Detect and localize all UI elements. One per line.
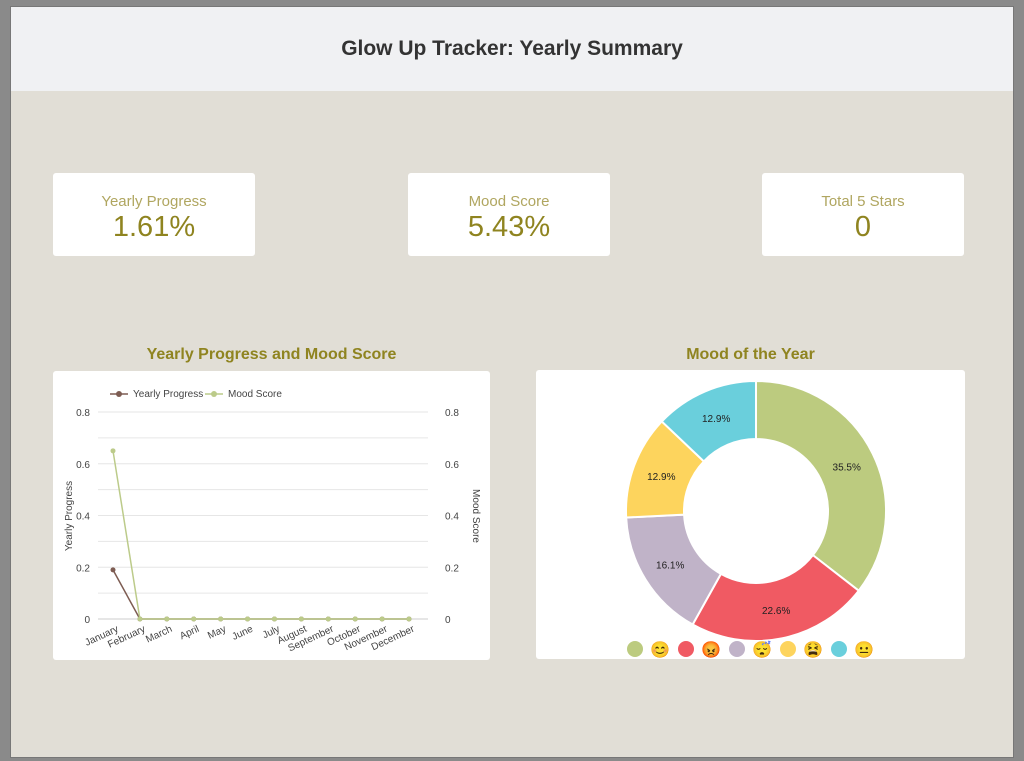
series-line-1 [112,450,409,620]
y-tick-label: 0.8 [76,408,90,419]
data-point [137,616,143,622]
total-stars-card: Total 5 Stars 0 [762,173,964,256]
pie-slice [691,553,861,642]
dashboard: Glow Up Tracker: Yearly Summary Yearly P… [10,6,1014,758]
card-label: Yearly Progress [101,193,207,210]
pie-slice [755,379,887,593]
header: Glow Up Tracker: Yearly Summary [11,7,1013,91]
page-title: Glow Up Tracker: Yearly Summary [341,37,683,60]
data-point [379,616,385,622]
line-chart-title: Yearly Progress and Mood Score [146,346,397,363]
data-point [110,448,116,454]
data-point [298,616,304,622]
legend-marker [116,391,122,397]
slice-label: 12.9% [702,414,730,425]
y2-tick-label: 0 [445,615,451,626]
pie-chart-title: Mood of the Year [686,346,815,363]
slice-label: 12.9% [647,472,675,483]
yearly-progress-card: Yearly Progress 1.61% [53,173,255,256]
x-tick-label: April [178,624,201,642]
legend-swatch [831,641,847,657]
card-label: Total 5 Stars [821,193,905,210]
y2-tick-label: 0.8 [445,408,459,419]
card-label: Mood Score [468,193,550,210]
data-point [352,616,358,622]
series-line-0 [112,569,409,620]
data-point [218,616,224,622]
line-chart: 0 0 0.2 0.2 0.4 0.4 0.6 0.6 0.8 0.8 Yearly Progres… [64,389,481,654]
y-tick-label: 0 [84,615,90,626]
legend-emoji: 😴 [752,640,772,659]
line-chart-box: 0 0 0.2 0.2 0.4 0.4 0.6 0.6 0.8 0.8 Yearly Progres… [53,371,490,660]
legend-swatch [678,641,694,657]
data-point [406,616,412,622]
data-point [110,567,116,573]
legend-swatch [780,641,796,657]
y2-tick-label: 0.4 [445,512,459,523]
y-tick-label: 0.6 [76,460,90,471]
slice-label: 22.6% [762,606,790,617]
legend-emoji: 😐 [854,641,874,659]
pie-chart-box: 35.5% 22.6% 16.1% 12.9% 12.9% 😊 😡 😴 😫 😐 [536,370,965,659]
legend-emoji: 😊 [650,641,670,659]
donut-chart: 35.5% 22.6% 16.1% 12.9% 12.9% 😊 😡 😴 😫 😐 [625,379,887,659]
y-tick-label: 0.2 [76,563,90,574]
legend-label: Mood Score [228,389,282,400]
y2-tick-label: 0.6 [445,460,459,471]
slice-label: 16.1% [656,560,684,571]
y2-tick-label: 0.2 [445,563,459,574]
card-value: 0 [854,211,872,243]
data-point [245,616,251,622]
card-value: 5.43% [467,211,551,243]
x-tick-label: May [206,624,228,642]
legend-emoji: 😫 [803,641,823,659]
data-point [271,616,277,622]
data-point [191,616,197,622]
data-point [325,616,331,622]
slice-label: 35.5% [833,463,861,474]
x-tick-label: March [144,624,174,646]
legend-emoji: 😡 [701,641,721,659]
legend-label: Yearly Progress [133,389,203,400]
legend-marker [211,391,217,397]
mood-score-card: Mood Score 5.43% [408,173,610,256]
x-tick-label: June [231,624,256,643]
pie-slice [660,379,757,463]
legend-swatch [729,641,745,657]
y-axis-label: Yearly Progress [64,481,75,551]
card-value: 1.61% [112,211,196,243]
data-point [164,616,170,622]
y2-axis-label: Mood Score [470,489,481,543]
y-tick-label: 0.4 [76,512,90,523]
legend-swatch [627,641,643,657]
